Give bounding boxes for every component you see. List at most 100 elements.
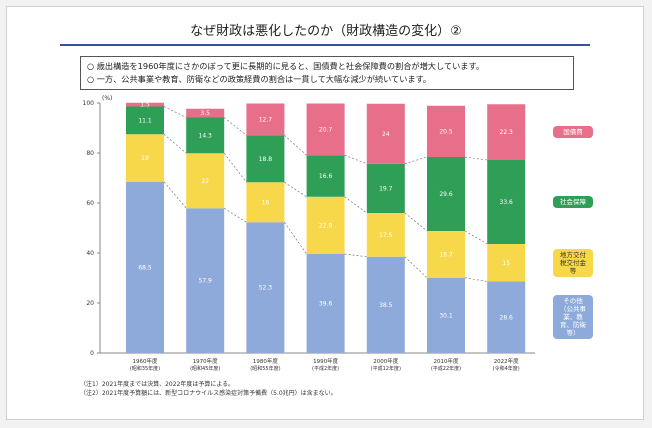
footnotes: （注1）2021年度までは決算、2022年度は予算による。 （注2）2021年度… — [80, 380, 337, 398]
footnote: （注2）2021年度予算額には、新型コロナウイルス感染症対策予備費（5.0兆円）… — [80, 390, 337, 397]
data-label: 22 — [201, 178, 209, 185]
bar-segment — [487, 244, 526, 282]
x-tick-sublabel: (令和4年度) — [493, 365, 520, 372]
data-label: 30.1 — [439, 312, 453, 319]
connector — [464, 156, 488, 161]
y-tick-label: 40 — [86, 250, 94, 257]
bar-segment — [186, 117, 225, 154]
y-tick-label: 0 — [90, 350, 94, 357]
data-label: 15 — [502, 260, 510, 267]
bar-segment — [366, 213, 405, 257]
data-label: 14.3 — [199, 132, 213, 139]
x-tick-sublabel: (昭和55年度) — [250, 365, 280, 372]
bar-segment — [427, 105, 465, 157]
bar-segment — [186, 108, 225, 118]
legend-entry: 国債費 — [553, 126, 593, 139]
data-label: 20.5 — [439, 128, 453, 135]
bar-segment — [306, 196, 345, 254]
bar-segment — [427, 277, 465, 353]
connector — [344, 196, 368, 214]
connector — [163, 133, 187, 154]
bar-segment — [246, 103, 285, 136]
x-tick-sublabel: (平成22年度) — [431, 365, 461, 372]
connector — [284, 222, 307, 255]
connector — [404, 212, 428, 232]
data-label: 39.6 — [319, 301, 333, 308]
x-tick-sublabel: (昭和45年度) — [190, 365, 220, 372]
x-tick-label: 2000年度 — [373, 357, 398, 365]
connector — [223, 117, 247, 136]
connector — [163, 181, 187, 209]
data-label: 52.3 — [259, 285, 273, 292]
connector — [404, 156, 428, 165]
footnote: （注1）2021年度までは決算、2022年度は予算による。 — [80, 381, 235, 388]
bar-segment — [487, 281, 526, 353]
connector — [404, 256, 428, 279]
bar-segment — [306, 155, 345, 197]
bar-segment — [246, 135, 285, 183]
x-tick-label: 2022年度 — [494, 357, 519, 365]
connector — [284, 181, 307, 198]
data-label: 19.7 — [379, 185, 393, 192]
data-label: 20.7 — [319, 126, 333, 133]
data-label: 33.6 — [500, 199, 514, 206]
connector — [284, 134, 307, 156]
connector — [224, 207, 247, 223]
bar-segment — [366, 103, 405, 164]
connector — [464, 230, 488, 245]
y-tick-label: 100 — [83, 100, 95, 107]
y-tick-label: 80 — [86, 150, 94, 157]
summary-box: ○ 歳出構造を1960年度にさかのぼって更に長期的に見ると、国債費と社会保障費の… — [80, 56, 574, 90]
bar-segment — [427, 231, 465, 278]
connector — [464, 277, 488, 282]
data-label: 3.5 — [200, 110, 210, 117]
data-label: 19 — [141, 155, 149, 162]
connector — [344, 253, 367, 258]
data-label: 1.5 — [140, 102, 150, 109]
data-label: 24 — [382, 131, 390, 138]
bar-segment — [427, 157, 465, 231]
data-label: 28.6 — [500, 314, 514, 321]
data-label: 57.9 — [199, 278, 213, 285]
legend-entry: 地方交付税交付金等 — [553, 248, 593, 277]
slide-title: なぜ財政は悪化したのか（財政構造の変化）② — [190, 24, 462, 39]
data-label: 11.1 — [138, 117, 152, 124]
bar-segment — [487, 160, 526, 244]
bar-segment — [306, 254, 345, 353]
bar-segment — [126, 181, 164, 353]
legend-entry: 社会保障 — [553, 196, 593, 208]
bullet: ○ 一方、公共事業や教育、防衛などの政策経費の割合は一貫して大幅な減少が続いてい… — [87, 74, 432, 84]
x-tick-label: 1990年度 — [313, 357, 338, 365]
y-tick-label: 20 — [86, 300, 94, 307]
data-label: 12.7 — [259, 116, 273, 123]
y-tick-label: 60 — [86, 200, 94, 207]
bar-segment — [366, 256, 405, 353]
connector — [344, 154, 367, 165]
bar-segment — [246, 222, 285, 353]
data-label: 38.5 — [379, 302, 393, 309]
x-tick-label: 1970年度 — [193, 357, 218, 365]
data-label: 68.5 — [138, 264, 152, 271]
data-label: 22.9 — [319, 222, 333, 229]
connector — [223, 153, 247, 183]
bar-segment — [306, 103, 345, 156]
x-tick-label: 1980年度 — [253, 357, 278, 365]
data-label: 29.6 — [439, 191, 453, 198]
data-label: 17.5 — [379, 232, 393, 239]
data-label: 22.3 — [500, 129, 514, 136]
bar-segment — [366, 163, 405, 213]
data-label: 16 — [262, 199, 270, 206]
y-unit: (%) — [102, 95, 112, 102]
bullet: ○ 歳出構造を1960年度にさかのぼって更に長期的に見ると、国債費と社会保障費の… — [87, 61, 485, 71]
bar-segment — [186, 153, 225, 209]
bar-segment — [126, 134, 164, 182]
bar-segment — [246, 182, 285, 223]
data-label: 16.6 — [319, 173, 333, 180]
data-label: 18.7 — [439, 251, 453, 258]
legend-entry: その他（公共事業、教育、防衛 等） — [553, 295, 593, 340]
x-tick-label: 2010年度 — [434, 357, 459, 365]
bar-segment — [126, 106, 164, 135]
x-tick-sublabel: (平成12年度) — [371, 365, 401, 372]
